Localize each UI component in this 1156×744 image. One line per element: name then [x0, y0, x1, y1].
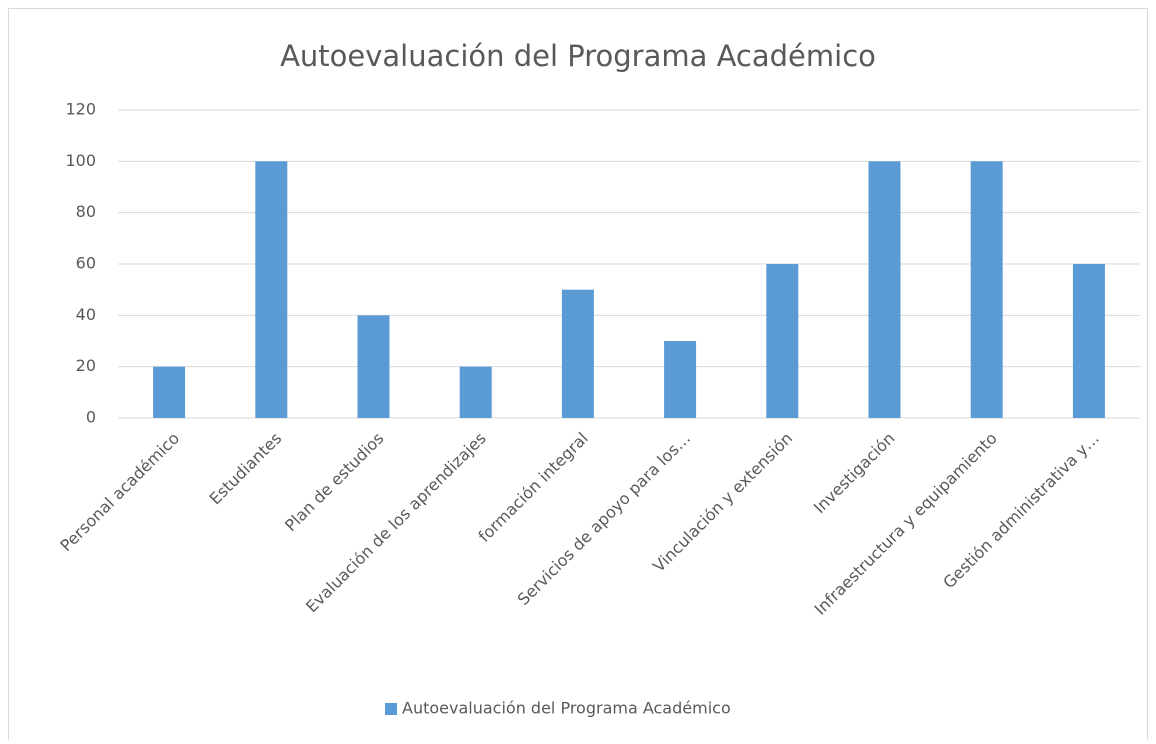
bar: [561, 289, 594, 418]
y-tick-label: 80: [76, 202, 96, 221]
bar: [1072, 264, 1105, 418]
y-tick-label: 60: [76, 254, 96, 273]
x-tick-label: Evaluación de los aprendizajes: [302, 429, 490, 617]
bar: [153, 366, 186, 418]
x-tick-label: Infraestructura y equipamiento: [811, 429, 1001, 619]
x-tick-label: Estudiantes: [206, 429, 286, 509]
bar: [357, 315, 390, 418]
legend-swatch: [385, 703, 397, 715]
bar: [868, 161, 901, 419]
x-tick-label: Investigación: [810, 429, 899, 518]
bar: [970, 161, 1003, 419]
bar: [766, 264, 799, 418]
bar: [459, 366, 492, 418]
y-tick-label: 0: [86, 408, 96, 427]
y-tick-label: 20: [76, 356, 96, 375]
y-tick-label: 100: [65, 151, 96, 170]
y-tick-label: 40: [76, 305, 96, 324]
y-tick-label: 120: [65, 100, 96, 119]
legend-label: Autoevaluación del Programa Académico: [402, 699, 731, 718]
x-tick-label: Plan de estudios: [281, 429, 387, 535]
chart-title: Autoevaluación del Programa Académico: [280, 39, 876, 73]
chart-border: [8, 8, 1148, 744]
bar: [664, 341, 697, 418]
x-tick-label: Personal académico: [56, 429, 183, 556]
bar: [255, 161, 288, 419]
x-tick-label: formación integral: [474, 429, 591, 546]
x-tick-label: Servicios de apoyo para los…: [514, 429, 694, 609]
